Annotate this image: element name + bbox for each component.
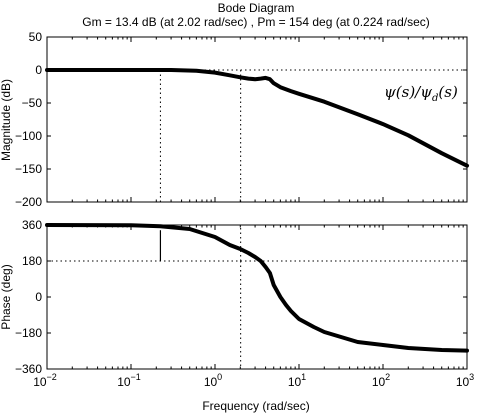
magnitude-curve: [45, 68, 469, 168]
mag-ytick-label: −200: [15, 195, 42, 209]
mag-ytick-label: −150: [15, 162, 42, 176]
phase-ytick-label: 360: [22, 218, 42, 232]
magnitude-axes-frame: [46, 36, 468, 203]
x-tick-label: 10−1: [117, 372, 141, 389]
chart-subtitle: Gm = 13.4 dB (at 2.02 rad/sec) , Pm = 15…: [82, 15, 430, 29]
magnitude-annotation: ψ(s)/ψd(s): [384, 83, 458, 104]
x-tick-label: 102: [372, 372, 390, 389]
x-axis-label: Frequency (rad/sec): [202, 399, 309, 413]
phase-panel: 360 180 0 −180 −360 Phase (deg): [0, 218, 469, 376]
mag-ytick-label: 50: [29, 30, 43, 44]
phase-ytick-label: −360: [15, 362, 42, 376]
phase-curve: [45, 223, 469, 353]
mag-ytick-label: −50: [22, 96, 43, 110]
x-tick-label: 103: [456, 372, 474, 389]
phase-ytick-label: 0: [35, 290, 42, 304]
mag-ytick-label: 0: [35, 63, 42, 77]
phase-ylabel: Phase (deg): [0, 264, 13, 329]
mag-ytick-label: −100: [15, 129, 42, 143]
x-tick-label: 10−2: [33, 372, 57, 389]
magnitude-panel: 50 0 −50 −100 −150 −200 Magnitude (dB) ψ(s)/ψ…: [0, 30, 469, 209]
x-tick-label: 101: [288, 372, 306, 389]
phase-ytick-label: −180: [15, 326, 42, 340]
chart-title: Bode Diagram: [218, 1, 295, 15]
x-tick-label: 100: [204, 372, 222, 389]
phase-ytick-label: 180: [22, 254, 42, 268]
magnitude-ylabel: Magnitude (dB): [0, 79, 13, 161]
